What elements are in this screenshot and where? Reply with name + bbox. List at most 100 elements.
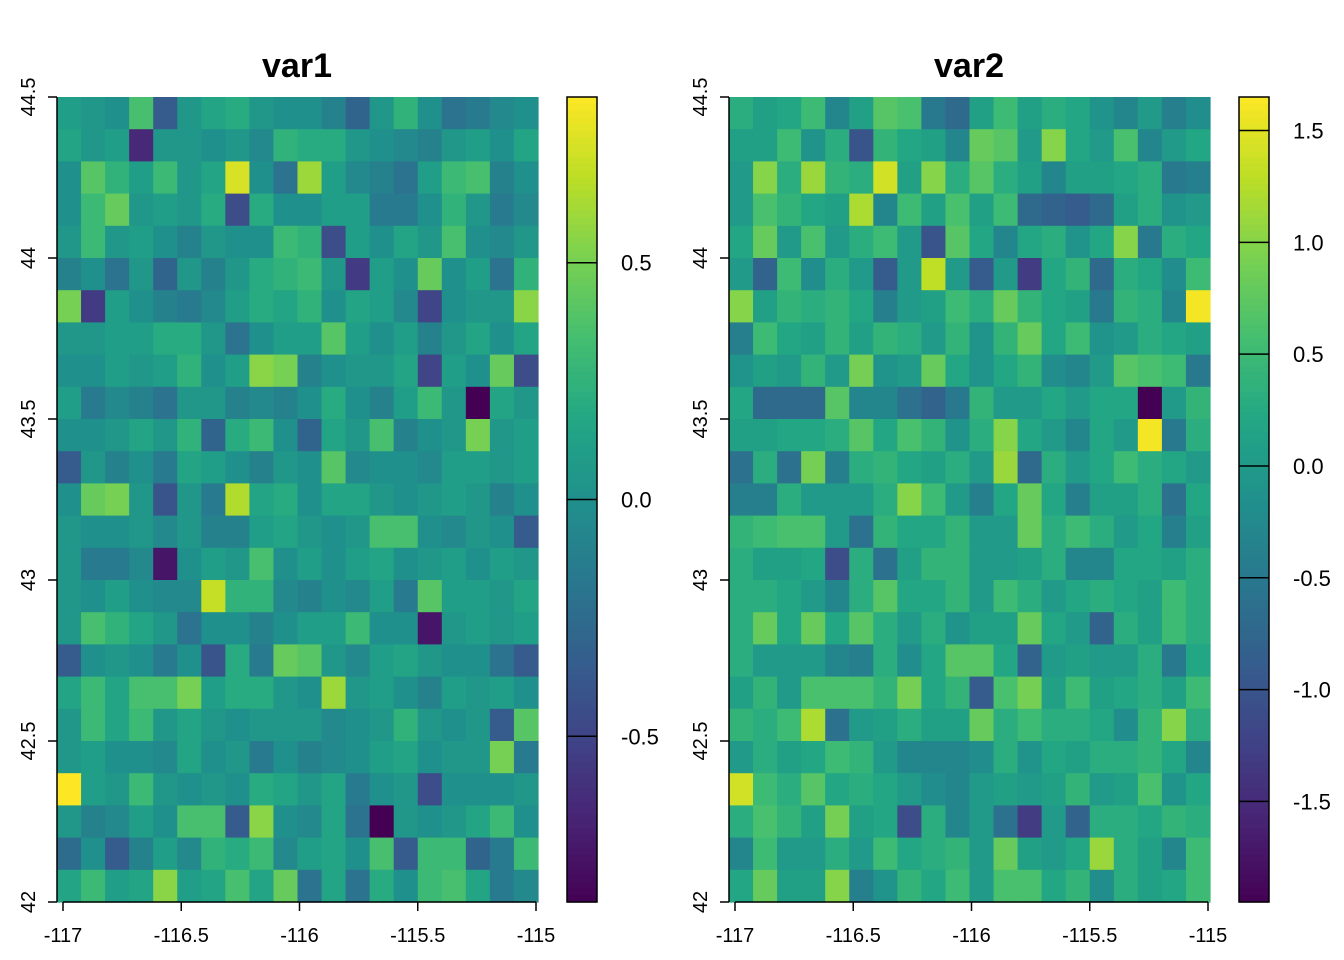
heatmap-cell xyxy=(129,193,154,227)
heatmap-cell xyxy=(1041,419,1067,452)
heatmap-cell xyxy=(249,741,275,774)
heatmap-cell xyxy=(177,354,202,388)
heatmap-cell xyxy=(81,451,106,484)
heatmap-cell xyxy=(753,708,778,742)
heatmap-cell xyxy=(945,676,971,710)
colorbar-slice xyxy=(567,787,597,796)
heatmap-cell xyxy=(273,97,299,130)
heatmap-cell xyxy=(201,193,226,227)
heatmap-cell xyxy=(489,837,515,871)
heatmap-cell xyxy=(297,708,323,742)
heatmap-cell xyxy=(441,805,467,839)
heatmap-cell xyxy=(465,483,491,517)
heatmap-cell xyxy=(1185,547,1211,581)
heatmap-cell xyxy=(273,869,299,903)
heatmap-cell xyxy=(393,580,419,613)
heatmap-cell xyxy=(1137,386,1163,420)
heatmap-cell xyxy=(825,386,850,420)
heatmap-cell xyxy=(129,322,154,356)
heatmap-cell xyxy=(1113,193,1139,227)
heatmap-cell xyxy=(57,644,82,678)
heatmap-cell xyxy=(201,129,226,162)
heatmap-cell xyxy=(129,805,154,839)
colorbar-slice xyxy=(1239,814,1269,823)
heatmap-cell xyxy=(1137,612,1163,645)
heatmap-cell xyxy=(225,129,250,162)
heatmap-cell xyxy=(513,515,539,549)
colorbar-slice xyxy=(567,580,597,588)
heatmap-cell xyxy=(777,612,802,645)
heatmap-cell xyxy=(1137,225,1163,259)
heatmap-cell xyxy=(105,129,130,162)
heatmap-cell xyxy=(57,97,82,130)
colorbar-slice xyxy=(567,459,597,467)
colorbar-slice xyxy=(1239,452,1269,460)
heatmap-cell xyxy=(417,612,443,645)
heatmap-cell xyxy=(897,290,922,323)
heatmap-cell xyxy=(513,741,539,774)
heatmap-cell xyxy=(873,225,898,259)
x-tick-label: -117 xyxy=(44,925,83,947)
heatmap-cell xyxy=(153,676,178,710)
heatmap-cell xyxy=(873,869,898,903)
heatmap-cell xyxy=(513,708,539,742)
heatmap-cell xyxy=(297,676,323,710)
heatmap-cell xyxy=(777,290,802,323)
colorbar-slice xyxy=(567,707,597,715)
heatmap-cell xyxy=(1065,837,1091,871)
colorbar-slice xyxy=(1239,714,1269,722)
heatmap-cell xyxy=(57,451,82,484)
heatmap-cell xyxy=(465,451,491,484)
heatmap-cell xyxy=(489,869,515,903)
heatmap-cell xyxy=(825,773,850,806)
heatmap-cell xyxy=(849,869,874,903)
heatmap-cell xyxy=(1065,354,1091,388)
colorbar-slice xyxy=(1239,767,1269,776)
colorbar-slice xyxy=(1239,318,1269,326)
heatmap-cell xyxy=(345,676,371,710)
heatmap-cell xyxy=(489,773,515,806)
heatmap-cell xyxy=(729,612,754,645)
heatmap-cell xyxy=(969,354,995,388)
heatmap-cell xyxy=(1113,451,1139,484)
heatmap-cell xyxy=(945,612,971,645)
heatmap-cell xyxy=(1017,322,1043,356)
heatmap-cell xyxy=(777,129,802,162)
heatmap-cell xyxy=(1137,547,1163,581)
heatmap-cell xyxy=(393,676,419,710)
heatmap-cell xyxy=(513,451,539,484)
heatmap-cell xyxy=(1065,290,1091,323)
heatmap-cell xyxy=(1065,225,1091,259)
heatmap-cell xyxy=(1161,676,1187,710)
heatmap-cell xyxy=(921,612,947,645)
colorbar-slice xyxy=(567,673,597,682)
heatmap-cell xyxy=(57,708,82,742)
heatmap-cell xyxy=(729,708,754,742)
colorbar-slice xyxy=(567,204,597,212)
colorbar-slice xyxy=(567,372,597,380)
heatmap-cell xyxy=(993,773,1019,806)
y-tick-label: 42.5 xyxy=(18,722,40,761)
colorbar-slice xyxy=(1239,533,1269,541)
heatmap-cell xyxy=(849,612,874,645)
colorbar-slice xyxy=(1239,553,1269,561)
heatmap-cell xyxy=(993,708,1019,742)
heatmap-cell xyxy=(153,193,178,227)
colorbar-slice xyxy=(567,177,597,185)
colorbar-slice xyxy=(1239,519,1269,527)
heatmap-cell xyxy=(297,161,323,195)
heatmap-cell xyxy=(153,129,178,162)
heatmap-cell xyxy=(921,741,947,774)
heatmap-cell xyxy=(105,97,130,130)
heatmap-cell xyxy=(729,225,754,259)
heatmap-cell xyxy=(513,773,539,806)
heatmap-cell xyxy=(297,580,323,613)
heatmap-cell xyxy=(297,322,323,356)
heatmap-cell xyxy=(1137,805,1163,839)
colorbar-slice xyxy=(567,559,597,568)
colorbar-slice xyxy=(567,439,597,447)
heatmap-cell xyxy=(57,773,82,806)
heatmap-cell xyxy=(249,644,275,678)
heatmap-cell xyxy=(105,869,130,903)
heatmap-cell xyxy=(201,451,226,484)
